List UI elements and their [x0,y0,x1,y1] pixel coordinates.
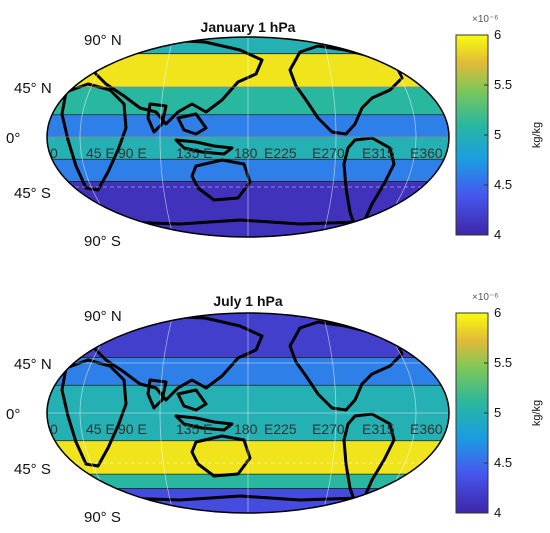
meridian-far-east [395,345,417,481]
colorbar-label: kg/kg [531,400,543,426]
colorbar-exponent: ×10⁻⁶ [472,14,498,25]
lat-label-45n: 45° N [14,356,52,373]
lon-label-225e: E225 [264,421,297,437]
india-outline [146,378,168,410]
panel-january: January 1 hPa 90° N 4 5 [6,14,543,250]
australia-outline [190,158,252,202]
lat-label-45s: 45° S [14,461,51,478]
chart-title: January 1 hPa [201,19,296,35]
lat-label-0: 0° [6,130,20,147]
lat-label-90n: 90° N [84,32,122,49]
graticule [47,37,449,237]
lat-label-45n: 45° N [14,80,52,97]
australia-outline [190,434,252,478]
lon-label-315e: E315 [362,145,395,161]
lon-label-135e: 135 E [176,145,213,161]
lon-label-45e: 45 E [86,145,115,161]
longitude-labels: 0 45 E 90 E 135 E 180 E225 E270 E315 E36… [50,421,443,437]
map-frame [46,36,450,238]
colorbar-tick-label: 6 [494,27,501,42]
lon-label-135e: 135 E [176,421,213,437]
eurasia-outline [90,314,264,402]
colorbar: ×10⁻⁶ 4 4.5 5 5.5 6 kg/kg [455,292,543,520]
colorbar-gradient [455,312,489,514]
lon-label-0: 0 [50,145,58,161]
southeast-asia-outline [176,388,208,412]
lon-label-45e: 45 E [86,421,115,437]
lat-label-45s: 45° S [14,185,51,202]
lat-label-90n: 90° N [84,308,122,325]
meridian-east [323,317,337,509]
meridian-east [323,41,337,233]
colorbar-tick-label: 5 [494,127,501,142]
colorbar-ticks: 4 4.5 5 5.5 6 [484,305,512,520]
lon-label-270e: E270 [312,145,345,161]
panel-july: July 1 hPa 90° N 45° N [6,292,543,526]
colorbar-tick-label: 6 [494,305,501,320]
lon-label-270e: E270 [312,421,345,437]
lon-label-225e: E225 [264,145,297,161]
lon-label-0: 0 [50,421,58,437]
latitude-labels: 90° N 45° N 0° 45° S 90° S [6,32,122,250]
colorbar-tick-label: 4 [494,505,501,520]
lon-label-315e: E315 [362,421,395,437]
colorbar-gradient [455,34,489,236]
colorbar-ticks: 4 4.5 5 5.5 6 [484,27,512,242]
lon-label-360e: E360 [410,145,443,161]
indonesia-outline [174,138,234,156]
colorbar-tick-label: 5.5 [494,355,512,370]
eurasia-outline [90,38,264,126]
colorbar-tick-label: 5 [494,405,501,420]
map-frame [46,312,450,514]
lat-label-90s: 90° S [84,509,121,526]
colorbar-tick-label: 4 [494,227,501,242]
meridian-far-east [395,69,417,205]
meridian-far-west [79,345,101,481]
latitude-labels: 90° N 45° N 0° 45° S 90° S [6,308,122,526]
colorbar-tick-label: 4.5 [494,455,512,470]
colorbar-tick-label: 4.5 [494,177,512,192]
lat-label-0: 0° [6,406,20,423]
meridian-far-west [79,69,101,205]
lat-label-90s: 90° S [84,233,121,250]
africa-outline [60,82,128,192]
meridian-west [159,41,173,233]
lon-label-360e: E360 [410,421,443,437]
lon-label-90e: 90 E [118,145,147,161]
chart-title: July 1 hPa [213,293,282,309]
lon-label-90e: 90 E [118,421,147,437]
greenland-outline [403,38,434,66]
longitude-labels: 0 45 E 90 E 135 E 180 E225 E270 E315 E36… [50,145,443,161]
colorbar-exponent: ×10⁻⁶ [472,292,498,303]
colorbar-tick-label: 5.5 [494,77,512,92]
india-outline [146,102,168,134]
meridian-west [159,317,173,509]
lon-label-180: 180 [234,145,258,161]
greenland-outline [403,314,434,342]
indonesia-outline [174,414,234,432]
colorbar-label: kg/kg [531,122,543,148]
africa-outline [60,358,128,468]
graticule [47,313,449,513]
lon-label-180: 180 [234,421,258,437]
southeast-asia-outline [176,112,208,136]
colorbar: ×10⁻⁶ 4 4.5 5 5.5 6 kg/kg [455,14,543,242]
